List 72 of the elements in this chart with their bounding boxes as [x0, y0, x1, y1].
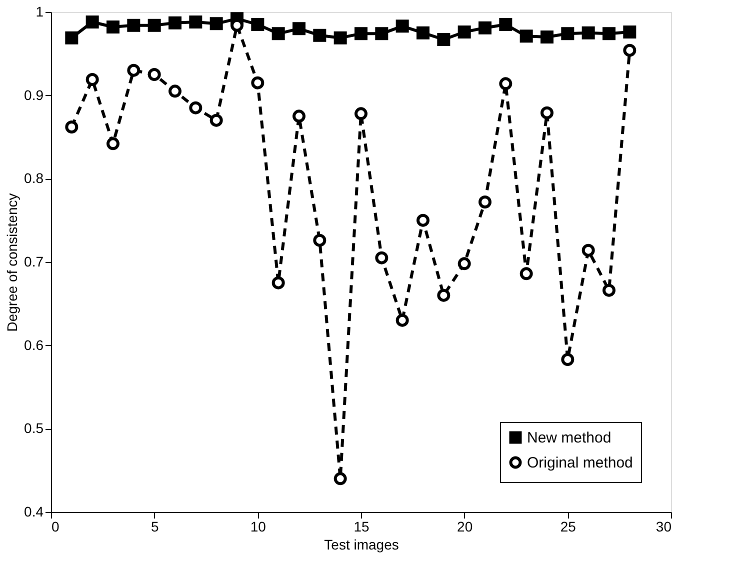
point — [416, 26, 430, 40]
point — [86, 73, 99, 86]
legend-label: Original method — [527, 454, 633, 472]
point — [416, 214, 430, 227]
point — [540, 30, 554, 44]
point — [437, 288, 450, 302]
point — [251, 76, 264, 90]
point — [148, 68, 161, 81]
point — [65, 120, 78, 134]
point — [106, 137, 120, 150]
point — [375, 251, 388, 264]
legend-label: New method — [527, 430, 612, 446]
point — [354, 27, 368, 40]
point — [396, 314, 409, 327]
point — [189, 101, 202, 114]
point — [520, 267, 533, 280]
point — [127, 64, 140, 77]
x-tick-label: 10 — [250, 518, 266, 534]
point — [272, 27, 285, 40]
x-tick-label: 20 — [457, 518, 473, 534]
point — [458, 26, 471, 38]
point — [210, 17, 223, 30]
point — [189, 16, 202, 28]
point — [540, 106, 554, 120]
y-tick-label: 0.5 — [24, 420, 44, 436]
point — [168, 16, 182, 30]
point — [623, 26, 636, 38]
x-tick-label: 0 — [52, 518, 60, 534]
point — [499, 77, 512, 90]
point — [478, 196, 492, 208]
point — [292, 110, 306, 123]
point — [292, 22, 306, 36]
point — [127, 18, 140, 32]
point — [313, 28, 326, 42]
point — [396, 20, 409, 33]
point — [437, 33, 450, 46]
point — [272, 276, 285, 290]
point — [623, 44, 636, 57]
point — [602, 284, 616, 297]
point — [375, 27, 388, 40]
point — [582, 244, 595, 257]
point — [561, 27, 574, 40]
point — [354, 107, 368, 120]
x-tick-label: 25 — [560, 518, 576, 534]
point — [582, 26, 595, 40]
point — [168, 84, 182, 98]
point — [251, 18, 264, 31]
y-tick-label: 0.8 — [24, 170, 44, 186]
point — [65, 31, 78, 44]
y-tick-label: 0.7 — [24, 254, 44, 270]
point — [520, 30, 533, 43]
point — [210, 114, 223, 127]
point — [334, 472, 347, 486]
point — [561, 353, 574, 366]
y-tick-label: 0.9 — [24, 86, 44, 103]
x-axis-title: Test images — [324, 536, 399, 552]
x-tick-label: 30 — [656, 518, 672, 534]
point — [602, 27, 616, 40]
y-axis-title: Degree of consistency — [4, 193, 20, 332]
point — [86, 16, 99, 28]
point — [499, 18, 512, 31]
y-tick-label: 0.4 — [24, 504, 44, 520]
point — [334, 31, 347, 44]
y-tick-label: 0.6 — [24, 336, 44, 353]
point — [148, 18, 161, 32]
x-tick-label: 5 — [150, 518, 159, 534]
point — [458, 257, 471, 270]
x-tick-label: 15 — [354, 518, 370, 534]
point — [106, 20, 120, 34]
point — [313, 234, 326, 247]
point — [478, 21, 492, 34]
y-tick-label: 1 — [36, 4, 44, 20]
